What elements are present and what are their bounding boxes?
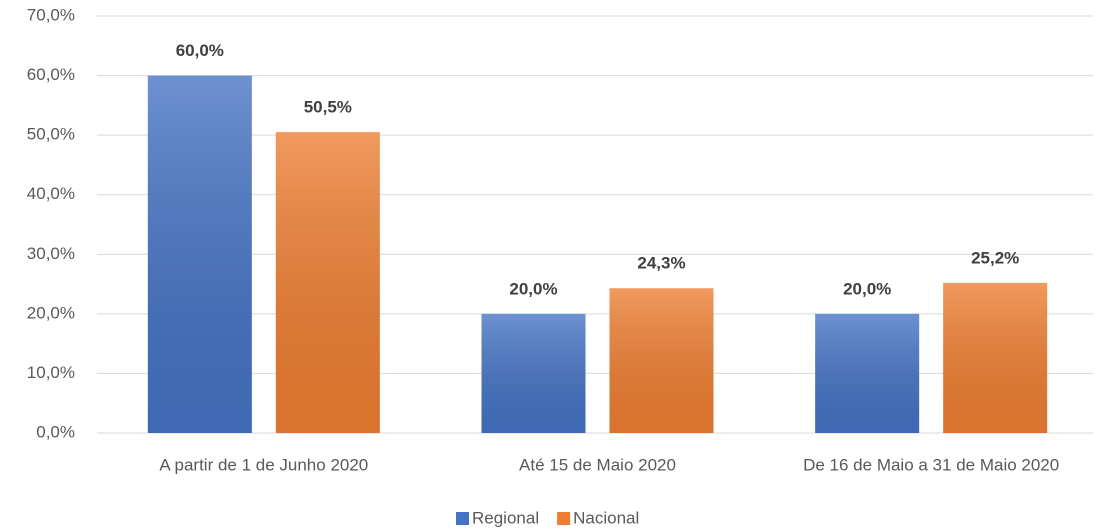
y-tick-label: 70,0%: [27, 5, 75, 24]
value-label: 20,0%: [843, 279, 891, 298]
y-tick-label: 60,0%: [27, 65, 75, 84]
legend-label: Regional: [472, 508, 539, 527]
value-label: 60,0%: [176, 41, 224, 60]
value-label: 24,3%: [637, 254, 685, 273]
x-tick-label: Até 15 de Maio 2020: [519, 455, 676, 474]
y-tick-label: 10,0%: [27, 363, 75, 382]
y-tick-label: 20,0%: [27, 303, 75, 322]
bar: [609, 288, 714, 433]
bar: [147, 75, 252, 434]
y-tick-label: 40,0%: [27, 184, 75, 203]
value-label: 20,0%: [509, 279, 557, 298]
x-tick-label: A partir de 1 de Junho 2020: [159, 455, 368, 474]
y-tick-label: 0,0%: [36, 422, 75, 441]
legend-swatch: [557, 512, 571, 525]
legend-label: Nacional: [573, 508, 639, 527]
bar: [943, 282, 1048, 433]
legend-swatch: [456, 512, 469, 525]
bar: [481, 313, 586, 433]
value-label: 50,5%: [304, 98, 352, 117]
bar: [275, 132, 380, 433]
bar: [815, 313, 920, 433]
x-tick-label: De 16 de Maio a 31 de Maio 2020: [803, 455, 1059, 474]
y-tick-label: 30,0%: [27, 244, 75, 263]
value-label: 25,2%: [971, 248, 1019, 267]
y-tick-label: 50,0%: [27, 125, 75, 144]
